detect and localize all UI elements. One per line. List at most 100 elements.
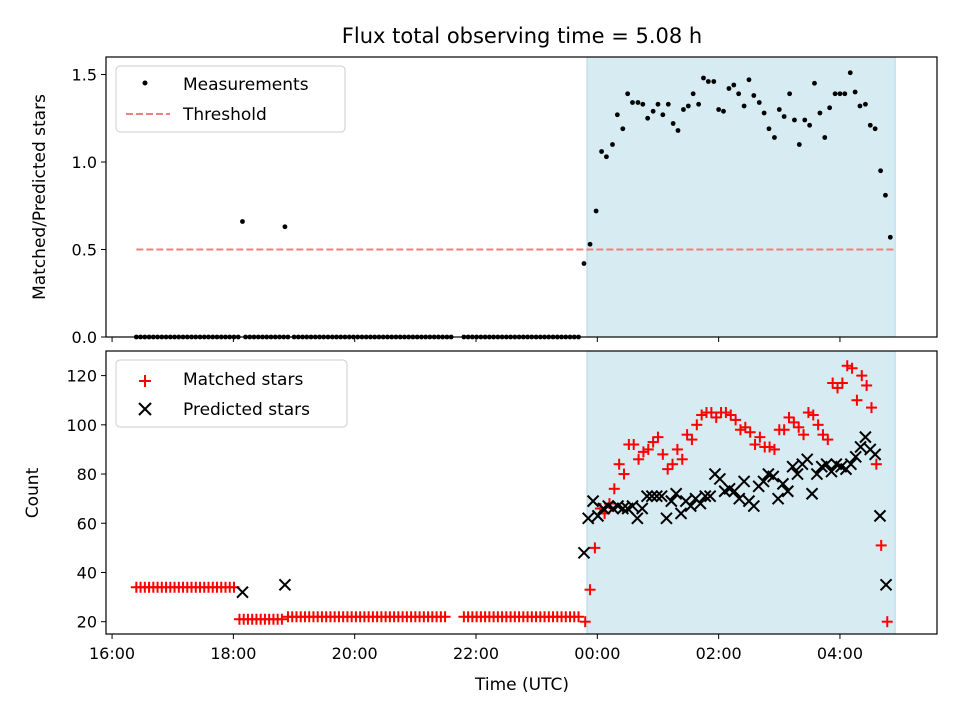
measurement-point: [645, 115, 651, 121]
predicted-star-point: [733, 492, 746, 505]
bottom-legend: Matched stars Predicted stars: [115, 359, 348, 428]
predicted-star-point: [854, 440, 867, 454]
matched-star-point: [691, 419, 703, 431]
predicted-star-point: [591, 509, 605, 523]
predicted-star-point: [640, 489, 654, 503]
measurement-point: [746, 77, 752, 83]
matched-star-point: [608, 483, 620, 495]
matched-star-point: [827, 377, 839, 389]
measurement-point: [863, 101, 868, 107]
matched-star-point: [618, 468, 630, 480]
predicted-star-point: [616, 502, 630, 515]
matched-star-point: [778, 424, 790, 436]
measurement-point: [781, 114, 787, 119]
matched-star-point: [725, 409, 737, 421]
measurement-point: [681, 107, 686, 112]
observing-window-shade: [586, 56, 896, 338]
measurement-point: [675, 128, 681, 133]
predicted-star-point: [626, 499, 639, 513]
measurement-point: [756, 100, 762, 105]
measurement-point: [665, 101, 671, 107]
matched-star-point: [720, 407, 732, 419]
predicted-star-point: [786, 460, 799, 473]
matched-star-point: [696, 409, 708, 421]
matched-star-point: [584, 584, 596, 596]
bottom-y-tick-label: 20: [77, 613, 97, 632]
predicted-star-point: [747, 499, 761, 513]
predicted-star-point: [791, 467, 804, 481]
measurement-point: [701, 75, 706, 81]
x-tick-label: 16:00: [89, 644, 135, 663]
chart-title: Flux total observing time = 5.08 h: [342, 24, 702, 48]
predicted-star-point: [636, 502, 649, 515]
measurement-point: [766, 126, 772, 132]
predicted-star-point: [713, 472, 727, 486]
matched-star-point: [793, 421, 805, 433]
legend-predicted-label: Predicted stars: [183, 400, 310, 420]
matched-star-point: [807, 409, 819, 421]
measurement-point: [751, 93, 757, 98]
matched-star-point: [788, 416, 800, 428]
measurement-point: [625, 91, 631, 97]
measurement-point: [610, 142, 615, 147]
predicted-star-point: [810, 467, 824, 481]
matched-star-point: [613, 458, 625, 470]
matched-star-point: [734, 424, 746, 436]
predicted-star-point: [645, 489, 659, 503]
measurement-point: [614, 112, 620, 118]
measurement-point: [792, 117, 797, 123]
observing-window-shade: [586, 350, 896, 635]
matched-star-point: [686, 434, 698, 446]
measurement-point: [857, 103, 863, 109]
legend-predicted-marker: [138, 402, 152, 416]
legend-matched-label: Matched stars: [183, 370, 303, 390]
measurement-point: [741, 103, 747, 109]
measurement-point: [887, 234, 893, 240]
predicted-star-point: [849, 450, 862, 464]
measurement-point: [827, 105, 833, 111]
measurement-point: [787, 91, 793, 97]
matched-star-point: [865, 402, 877, 414]
matched-star-point: [662, 463, 674, 475]
matched-star-point: [642, 443, 654, 455]
measurement-point: [581, 261, 587, 266]
measurement-point: [685, 103, 691, 109]
predicted-star-point: [781, 485, 794, 498]
matched-star-point: [754, 431, 766, 443]
measurement-point: [761, 110, 767, 116]
legend-threshold-label: Threshold: [182, 105, 267, 125]
matched-star-point: [705, 407, 717, 419]
measurement-point: [726, 86, 732, 91]
predicted-star-point: [665, 494, 678, 508]
matched-star-point: [881, 616, 893, 628]
predicted-star-point: [879, 578, 893, 591]
matched-star-point: [657, 448, 669, 460]
measurement-point: [650, 108, 656, 114]
bottom-y-tick-label: 120: [66, 367, 97, 386]
measurement-point: [796, 142, 802, 147]
measurement-point: [282, 224, 288, 230]
predicted-star-point: [820, 457, 833, 471]
measurement-point: [240, 219, 245, 224]
predicted-star-point: [771, 492, 785, 505]
matched-star-point: [798, 429, 810, 441]
measurement-point: [705, 79, 711, 84]
measurement-point: [807, 122, 813, 128]
matched-star-point: [439, 611, 451, 623]
bottom-predicted-points: [236, 430, 893, 599]
measurement-point: [772, 135, 777, 140]
bottom-shaded-region: [586, 350, 896, 635]
bottom-panel: 20 40 60 80 100 120 16:00 18:00 20:00 22:00 00:00…: [23, 350, 938, 695]
measurement-point: [812, 80, 817, 86]
measurement-point: [593, 208, 599, 214]
matched-star-point: [846, 362, 858, 374]
measurement-point: [736, 91, 742, 97]
bottom-y-tick-label: 60: [77, 514, 97, 533]
top-panel: 0.0 0.5 1.0 1.5 Matched/Predicted stars Mea…: [30, 56, 938, 347]
matched-star-point: [749, 439, 761, 451]
measurement-point: [883, 192, 888, 198]
x-tick-label: 22:00: [453, 644, 499, 663]
predicted-star-point: [236, 585, 249, 599]
measurement-point: [878, 168, 883, 174]
predicted-star-point: [767, 470, 780, 483]
